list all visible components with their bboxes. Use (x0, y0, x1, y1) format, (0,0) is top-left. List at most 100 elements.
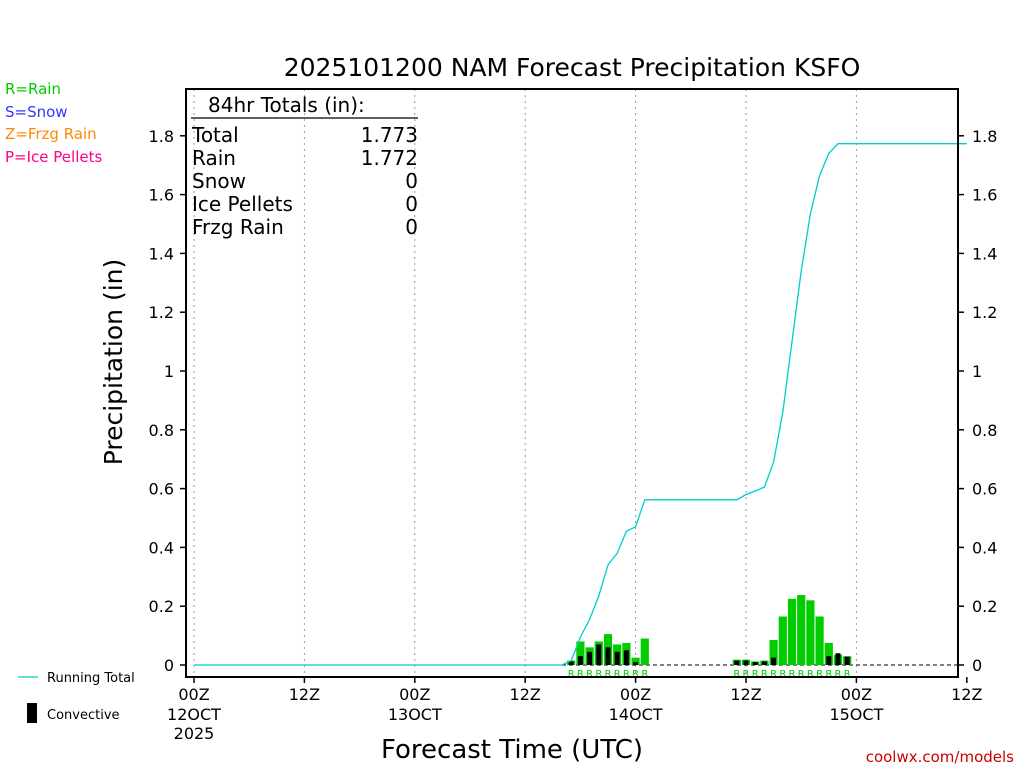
precip-type-label: R (770, 669, 777, 680)
legend-rain: R=Rain (5, 80, 61, 98)
convective-bar (844, 656, 850, 665)
convective-bar (587, 651, 593, 665)
convective-swatch (27, 703, 37, 723)
totals-row-value: 0 (405, 169, 418, 193)
axes-layer: 0 00.2 0.20.4 0.40.6 0.60.8 0.81 11.2 1.21.4 1.4… (149, 88, 997, 743)
precip-type-label: R (835, 669, 842, 680)
precip-type-label: R (595, 669, 602, 680)
credit-text: coolwx.com/models (866, 748, 1014, 766)
totals-box: 84hr Totals (in): Total 1.773 Rain 1.772 Snow… (191, 93, 418, 239)
convective-bar (826, 656, 832, 665)
convective-bar (752, 662, 758, 665)
x-tick-label: 12Z (510, 685, 541, 704)
convective-bar (614, 651, 620, 665)
totals-header: 84hr Totals (in): (208, 93, 365, 117)
y-tick-label-left: 1.6 (149, 186, 174, 205)
precip-type-label: R (586, 669, 593, 680)
x-tick-label: 00Z (178, 685, 209, 704)
y-tick-label-left: 1.2 (149, 303, 174, 322)
chart-title: 2025101200 NAM Forecast Precipitation KS… (284, 53, 861, 82)
y-tick-label-left: 0.4 (149, 538, 174, 557)
rain-bar (806, 600, 815, 665)
totals-row-value: 1.773 (361, 123, 418, 147)
y-tick-label-right: 1 (972, 362, 982, 381)
precip-type-label: R (605, 669, 612, 680)
legend-snow: S=Snow (5, 103, 68, 121)
totals-row-value: 1.772 (361, 146, 418, 170)
precip-type-label: R (779, 669, 786, 680)
rain-bar (824, 642, 833, 665)
precip-type-label: R (844, 669, 851, 680)
legend-frzg-rain: Z=Frzg Rain (5, 125, 97, 143)
running-total-legend-label: Running Total (47, 671, 135, 686)
x-tick-year: 2025 (174, 724, 215, 743)
precip-type-label: R (825, 669, 832, 680)
rain-bar (797, 595, 806, 665)
x-tick-date: 14OCT (609, 705, 663, 724)
totals-row-label: Total (191, 123, 239, 147)
precip-type-label: R (568, 669, 575, 680)
y-tick-label-left: 0.6 (149, 480, 174, 499)
rain-bar (631, 657, 640, 665)
y-tick-label-left: 0.8 (149, 421, 174, 440)
convective-bar (596, 644, 602, 665)
convective-bar (771, 657, 777, 665)
x-tick-label: 00Z (399, 685, 430, 704)
totals-row-label: Ice Pellets (192, 192, 293, 216)
y-tick-label-right: 0.8 (972, 421, 997, 440)
x-tick-date: 15OCT (829, 705, 883, 724)
x-tick-label: 00Z (841, 685, 872, 704)
totals-row-value: 0 (405, 192, 418, 216)
y-tick-label-left: 0.2 (149, 597, 174, 616)
y-tick-label-right: 0 (972, 656, 982, 675)
convective-bar (577, 656, 583, 665)
precip-type-label: R (632, 669, 639, 680)
y-tick-label-left: 1 (164, 362, 174, 381)
legend-ice-pellets: P=Ice Pellets (5, 148, 103, 166)
convective-bar (568, 661, 574, 665)
precip-type-label: R (798, 669, 805, 680)
grid-layer (193, 89, 958, 677)
rain-bar (778, 616, 787, 665)
y-tick-label-right: 0.4 (972, 538, 997, 557)
y-axis-label: Precipitation (in) (99, 259, 128, 466)
precip-type-label: R (752, 669, 759, 680)
convective-bar (835, 653, 841, 665)
convective-bar (623, 650, 629, 665)
rain-bar (640, 638, 649, 665)
convective-bar (734, 660, 740, 665)
x-axis-label: Forecast Time (UTC) (381, 735, 643, 765)
y-tick-label-right: 1.4 (972, 244, 997, 263)
precip-type-label: R (816, 669, 823, 680)
precip-type-label: R (614, 669, 621, 680)
rain-bar (576, 641, 585, 665)
convective-bar (633, 662, 639, 665)
precip-type-label: R (577, 669, 584, 680)
y-tick-label-right: 1.8 (972, 127, 997, 146)
totals-row-label: Snow (192, 169, 246, 193)
totals-row-label: Frzg Rain (192, 215, 284, 239)
rain-bar (769, 640, 778, 665)
precip-type-label: R (761, 669, 768, 680)
y-tick-label-left: 0 (164, 656, 174, 675)
totals-row-value: 0 (405, 215, 418, 239)
x-tick-date: 13OCT (388, 705, 442, 724)
convective-bar (605, 647, 611, 665)
y-tick-label-right: 0.2 (972, 597, 997, 616)
line-layer (194, 143, 967, 666)
convective-bar (761, 661, 767, 665)
y-tick-label-right: 1.2 (972, 303, 997, 322)
y-tick-label-left: 1.4 (149, 244, 174, 263)
running-total-line (194, 143, 967, 666)
convective-bar (743, 660, 749, 665)
x-tick-label: 12Z (951, 685, 982, 704)
series-legend: Running Total Convective (18, 671, 135, 723)
rain-bar (815, 616, 824, 665)
y-tick-label-left: 1.8 (149, 127, 174, 146)
x-tick-label: 12Z (730, 685, 761, 704)
y-tick-label-right: 1.6 (972, 186, 997, 205)
precip-type-label: R (743, 669, 750, 680)
